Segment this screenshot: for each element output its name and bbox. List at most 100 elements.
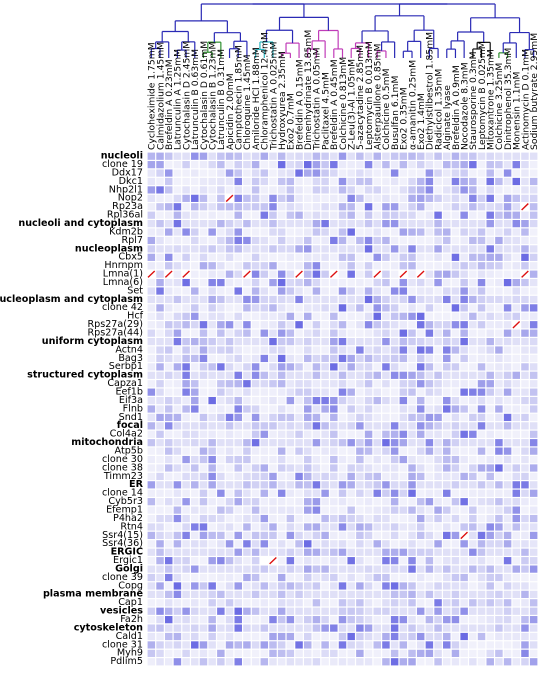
heatmap-cell	[156, 262, 164, 270]
heatmap-cell	[243, 523, 251, 531]
heatmap-cell	[321, 380, 329, 388]
heatmap-cell	[338, 430, 347, 438]
heatmap-cell	[390, 321, 399, 329]
heatmap-cell	[495, 565, 503, 573]
heatmap-cell	[156, 413, 164, 422]
heatmap-cell	[477, 565, 486, 573]
heatmap-cell	[208, 413, 216, 422]
heatmap-cell	[425, 228, 434, 236]
heatmap-cell	[503, 220, 512, 228]
heatmap-cell	[425, 194, 434, 202]
heatmap-cell	[338, 371, 347, 379]
heatmap-cell	[503, 337, 512, 346]
heatmap-cell	[234, 649, 242, 657]
heatmap-cell	[295, 506, 303, 514]
column-label-busulfan-6-1mm: Busulfan 6.1mM	[390, 76, 401, 150]
heatmap-cell	[477, 236, 486, 245]
heatmap-cell	[156, 278, 164, 287]
heatmap-cell	[208, 169, 216, 177]
heatmap-cell	[173, 380, 182, 388]
heatmap-cell	[295, 194, 303, 202]
heatmap-cell	[251, 295, 260, 304]
heatmap-cell	[304, 632, 312, 641]
heatmap-cell	[321, 641, 329, 649]
heatmap-cell	[295, 380, 303, 388]
heatmap-cell	[295, 582, 303, 590]
heatmap-cell	[495, 211, 503, 219]
heatmap-cell	[477, 177, 486, 186]
heatmap-cell	[347, 582, 355, 590]
heatmap-cell	[364, 186, 373, 194]
column-label-exo2-0-35mm: Exo2 0.35mM	[399, 87, 410, 150]
heatmap-cell	[503, 152, 512, 160]
heatmap-cell	[408, 262, 416, 270]
heatmap-cell	[225, 354, 234, 363]
heatmap-cell	[469, 388, 477, 396]
heatmap-cell	[443, 616, 451, 624]
heatmap-cell	[451, 203, 460, 211]
heatmap-cell	[147, 582, 156, 590]
heatmap-cell	[356, 228, 364, 236]
heatmap-cell	[486, 220, 494, 228]
heatmap-cell	[408, 582, 416, 590]
heatmap-cell	[277, 287, 286, 295]
heatmap-cell	[304, 346, 312, 354]
heatmap-cell	[225, 220, 234, 228]
heatmap-cell	[312, 599, 321, 607]
heatmap-cell	[486, 396, 494, 405]
heatmap-cell	[382, 439, 390, 447]
heatmap-cell	[469, 624, 477, 632]
heatmap-cell	[304, 557, 312, 565]
heatmap-cell	[382, 329, 390, 337]
heatmap-cell	[382, 447, 390, 455]
heatmap-cell	[338, 396, 347, 405]
heatmap-cell	[460, 548, 468, 556]
heatmap-cell	[364, 161, 373, 169]
heatmap-cell	[173, 413, 182, 422]
heatmap-cell	[164, 253, 173, 261]
heatmap-cell	[173, 447, 182, 455]
heatmap-cell	[156, 354, 164, 363]
heatmap-cell	[460, 447, 468, 455]
row-label: clone 30	[102, 454, 143, 465]
heatmap-cell	[390, 203, 399, 211]
heatmap-cell	[390, 262, 399, 270]
heatmap-cell	[434, 152, 442, 160]
heatmap-cell	[390, 590, 399, 598]
heatmap-cell	[408, 616, 416, 624]
heatmap-cell	[416, 599, 425, 607]
heatmap-cell	[156, 312, 164, 320]
heatmap-cell	[260, 405, 269, 413]
heatmap-cell	[347, 439, 355, 447]
heatmap-cell	[304, 658, 312, 666]
heatmap-cell	[399, 354, 408, 363]
heatmap-cell	[382, 211, 390, 219]
heatmap-cell	[416, 169, 425, 177]
heatmap-cell	[208, 624, 216, 632]
heatmap-cell	[460, 405, 468, 413]
heatmap-cell	[390, 337, 399, 346]
heatmap-cell	[304, 228, 312, 236]
heatmap-cell	[147, 523, 156, 531]
heatmap-cell	[182, 405, 190, 413]
heatmap-cell	[217, 649, 225, 657]
heatmap-cell	[217, 405, 225, 413]
row-label: Ergic1	[113, 555, 143, 566]
heatmap-cell	[529, 548, 538, 556]
heatmap-cell	[512, 380, 521, 388]
heatmap-cell	[208, 203, 216, 211]
heatmap-cell	[399, 287, 408, 295]
heatmap-cell	[503, 548, 512, 556]
heatmap-cell	[173, 540, 182, 548]
heatmap-cell	[147, 455, 156, 464]
heatmap-cell	[399, 658, 408, 666]
heatmap-cell	[269, 228, 277, 236]
heatmap-cell	[260, 270, 269, 278]
heatmap-cell	[373, 380, 381, 388]
heatmap-cell	[234, 498, 242, 506]
heatmap-cell	[521, 161, 529, 169]
heatmap-cell	[521, 430, 529, 438]
heatmap-cell	[234, 658, 242, 666]
heatmap-cell	[234, 295, 242, 304]
heatmap-cell	[521, 565, 529, 573]
